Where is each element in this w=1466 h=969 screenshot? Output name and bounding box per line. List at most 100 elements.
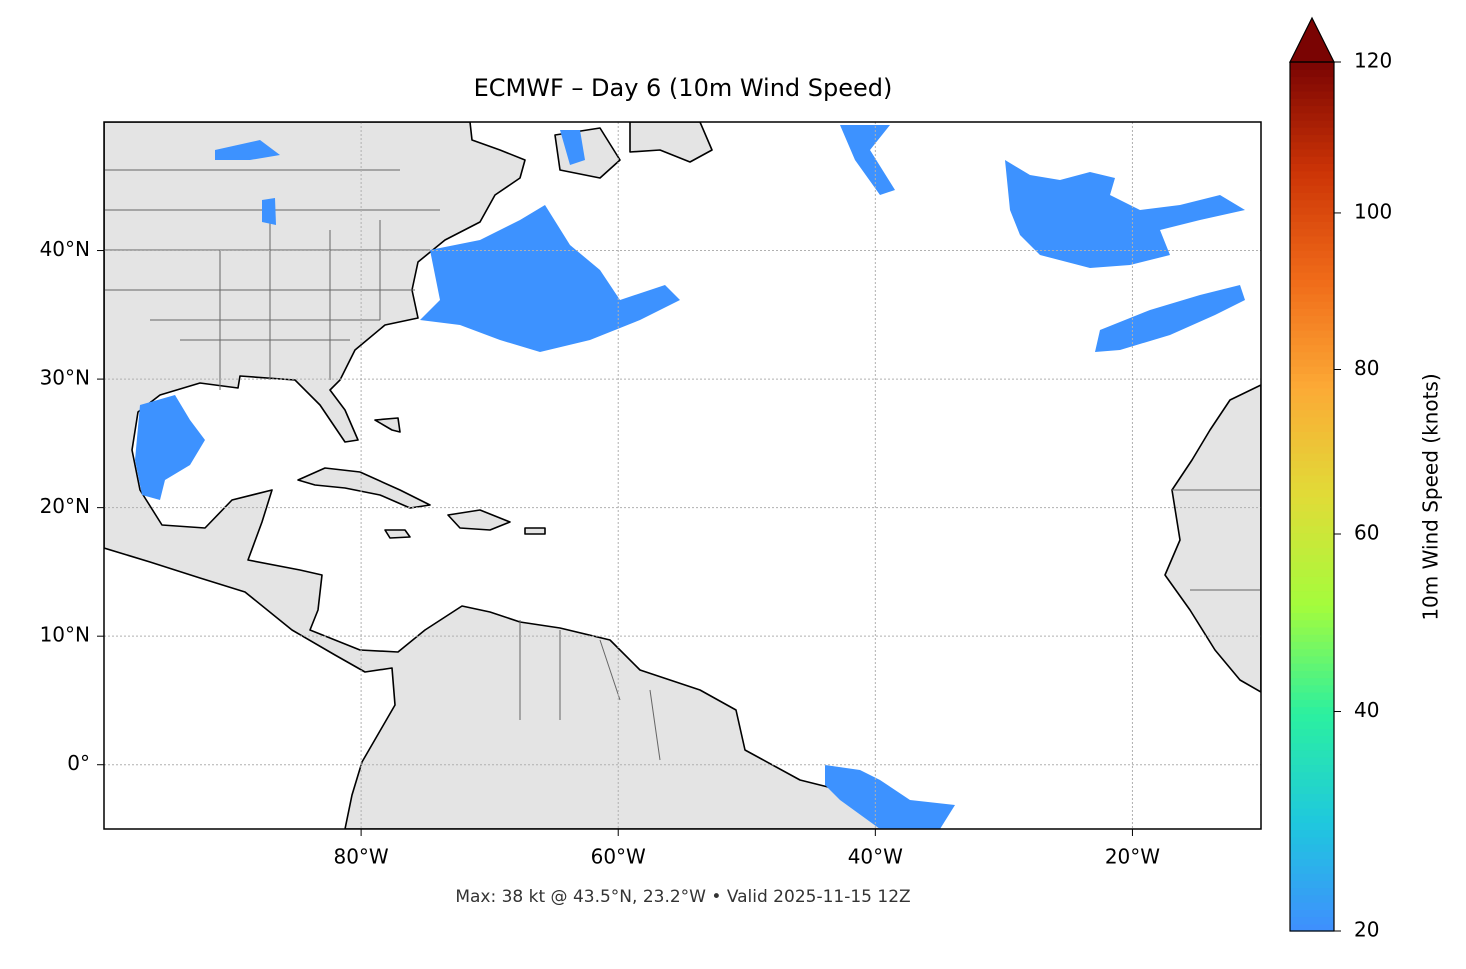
y-tick-label: 20°N: [40, 494, 90, 518]
colorbar-segment: [1290, 293, 1334, 302]
africa: [1164, 384, 1261, 693]
colorbar-segment: [1290, 141, 1334, 150]
x-tick-label: 60°W: [591, 845, 646, 869]
colorbar-segment: [1290, 221, 1334, 230]
y-tick-label: 30°N: [40, 366, 90, 390]
colorbar-segment: [1290, 192, 1334, 201]
colorbar: 20 40 60 80 100 120: [1289, 16, 1392, 942]
colorbar-segment: [1290, 554, 1334, 563]
colorbar-segment: [1290, 185, 1334, 193]
colorbar-segment: [1290, 460, 1334, 469]
colorbar-segment: [1290, 663, 1334, 671]
colorbar-segment: [1290, 214, 1334, 222]
map-area: [103, 121, 1262, 830]
colorbar-segment: [1290, 119, 1334, 128]
colorbar-segment: [1290, 851, 1334, 860]
colorbar-segment: [1290, 228, 1334, 237]
x-tick-label: 20°W: [1105, 845, 1160, 869]
colorbar-segment: [1290, 163, 1334, 172]
x-tick-label: 40°W: [848, 845, 903, 869]
colorbar-segment: [1290, 409, 1334, 418]
colorbar-segment: [1290, 300, 1334, 309]
colorbar-segment: [1290, 525, 1334, 534]
colorbar-segment: [1290, 250, 1334, 259]
colorbar-segment: [1290, 467, 1334, 476]
colorbar-segment: [1290, 655, 1334, 664]
colorbar-tick-label: 80: [1354, 356, 1379, 380]
colorbar-segment: [1290, 98, 1334, 107]
chart-title: ECMWF – Day 6 (10m Wind Speed): [474, 74, 893, 102]
colorbar-segment: [1290, 272, 1334, 280]
colorbar-frame: [1289, 61, 1335, 932]
colorbar-segment: [1290, 844, 1334, 852]
colorbar-segment: [1290, 699, 1334, 708]
colorbar-segment: [1290, 764, 1334, 773]
colorbar-segment: [1290, 634, 1334, 642]
colorbar-segment: [1290, 373, 1334, 382]
colorbar-segment: [1290, 257, 1334, 266]
colorbar-segment: [1290, 880, 1334, 889]
colorbar-segment: [1290, 105, 1334, 114]
y-tick-label: 40°N: [40, 237, 90, 261]
colorbar-segment: [1290, 749, 1334, 758]
colorbar-segment: [1290, 243, 1334, 251]
colorbar-segment: [1290, 199, 1334, 208]
colorbar-segment: [1290, 170, 1334, 179]
colorbar-segment: [1290, 778, 1334, 787]
colorbar-segment: [1290, 865, 1334, 874]
colorbar-segment: [1290, 438, 1334, 447]
colorbar-segment: [1290, 858, 1334, 867]
colorbar-segment: [1290, 358, 1334, 367]
colorbar-segment: [1290, 590, 1334, 599]
colorbar-segment: [1290, 329, 1334, 338]
colorbar-segment: [1290, 757, 1334, 766]
map-frame: [103, 121, 1262, 830]
colorbar-tick-label: 60: [1354, 521, 1379, 545]
grid-layer: [104, 122, 1261, 829]
colorbar-segment: [1290, 503, 1334, 512]
colorbar-segment: [1290, 112, 1334, 121]
colorbar-tick-label: 20: [1354, 918, 1379, 942]
colorbar-segment: [1290, 380, 1334, 389]
colorbar-segment: [1290, 692, 1334, 700]
colorbar-segment: [1290, 677, 1334, 686]
colorbar-segment: [1290, 148, 1334, 157]
wind-area: [840, 125, 895, 195]
colorbar-segment: [1290, 807, 1334, 816]
colorbar-segment: [1290, 453, 1334, 461]
colorbar-segment: [1290, 286, 1334, 295]
colorbar-segment: [1290, 576, 1334, 584]
colorbar-segment: [1290, 510, 1334, 519]
colorbar-segment: [1290, 916, 1334, 925]
colorbar-segment: [1290, 728, 1334, 737]
x-tick-label: 80°W: [333, 845, 388, 869]
colorbar-segment: [1290, 793, 1334, 802]
colorbar-tick-label: 120: [1354, 49, 1392, 73]
colorbar-segment: [1290, 619, 1334, 628]
colorbar-segment: [1290, 206, 1334, 215]
colorbar-segment: [1290, 518, 1334, 527]
colorbar-segment: [1290, 344, 1334, 353]
colorbar-segment: [1290, 597, 1334, 606]
colorbar-segment: [1290, 547, 1334, 556]
colorbar-segment: [1290, 235, 1334, 244]
colorbar-segment: [1290, 351, 1334, 360]
colorbar-segment: [1290, 134, 1334, 143]
colorbar-segment: [1290, 387, 1334, 396]
colorbar-segment: [1290, 822, 1334, 831]
colorbar-segment: [1290, 735, 1334, 744]
colorbar-segment: [1290, 177, 1334, 186]
colorbar-tick-label: 100: [1354, 199, 1392, 223]
wind-area: [420, 205, 680, 352]
colorbar-segment: [1290, 315, 1334, 324]
colorbar-segment: [1290, 771, 1334, 780]
colorbar-segment: [1290, 402, 1334, 411]
colorbar-segment: [1290, 62, 1334, 70]
colorbar-segment: [1290, 583, 1334, 592]
colorbar-segment: [1290, 76, 1334, 85]
colorbar-segment: [1290, 923, 1334, 932]
jamaica: [384, 529, 411, 539]
colorbar-segment: [1290, 612, 1334, 621]
colorbar-segment: [1290, 424, 1334, 432]
